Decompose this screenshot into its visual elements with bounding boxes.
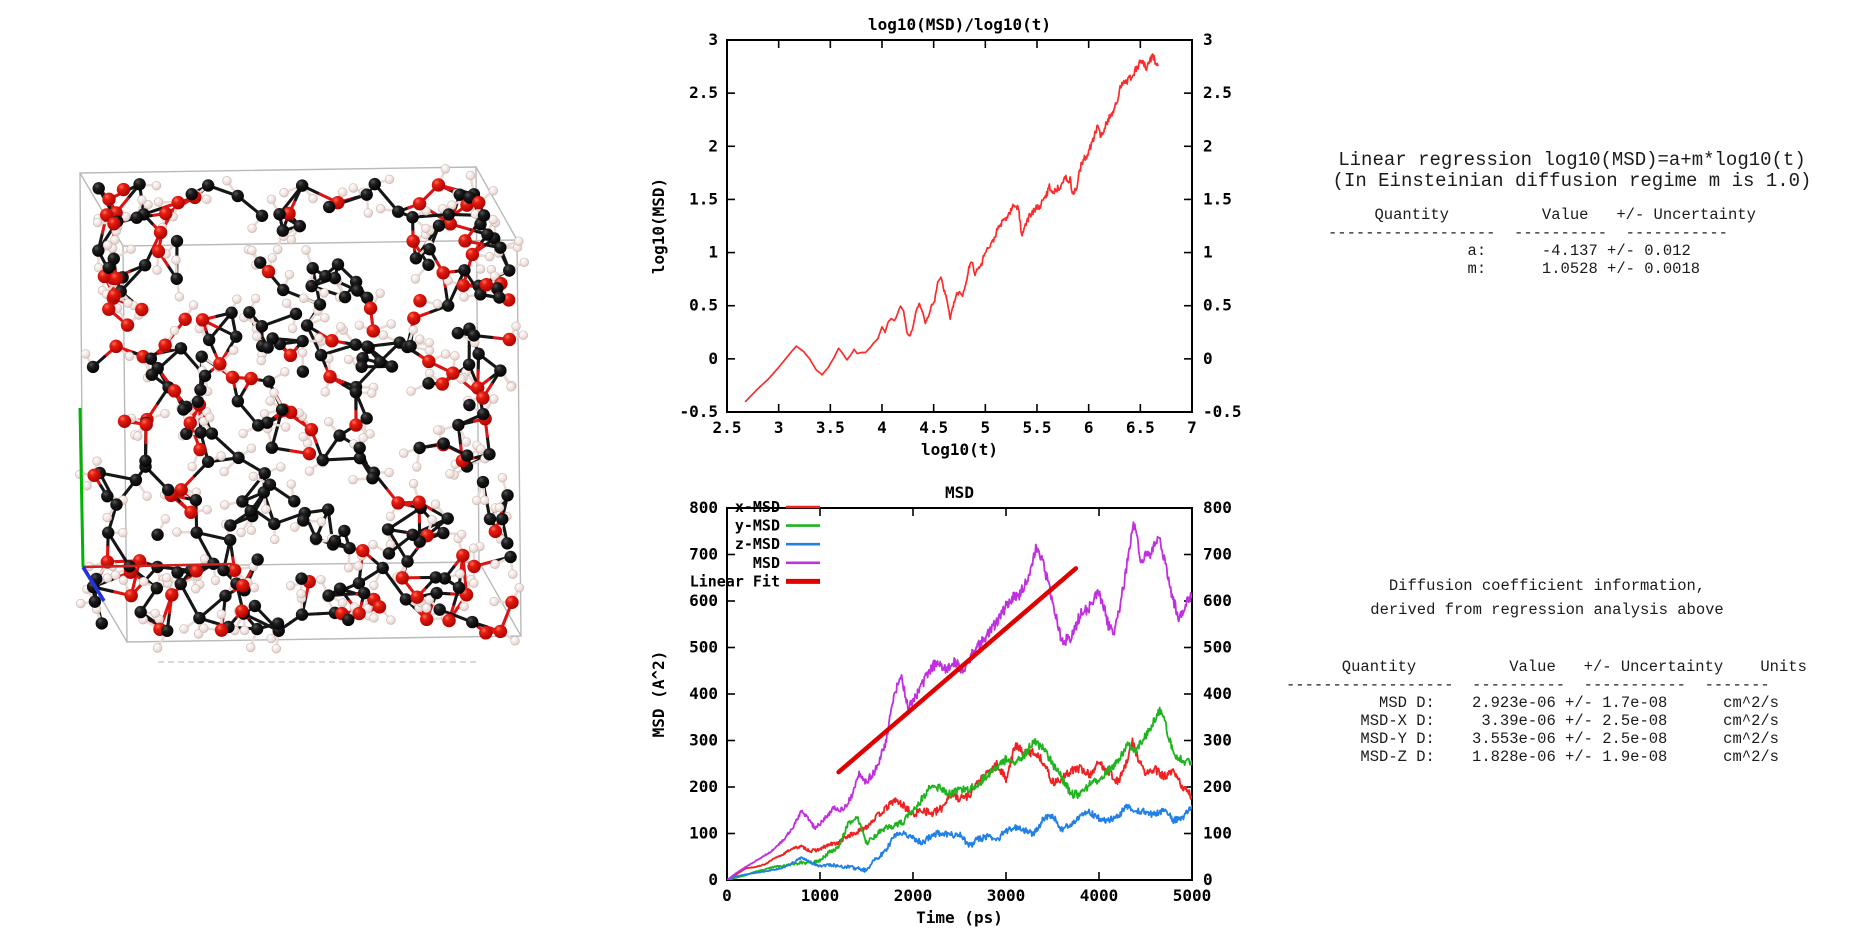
svg-text:0.5: 0.5: [1203, 296, 1232, 315]
svg-text:100: 100: [689, 824, 718, 843]
svg-text:y-MSD: y-MSD: [735, 517, 780, 535]
svg-text:2: 2: [708, 136, 718, 155]
svg-text:800: 800: [1203, 498, 1232, 517]
svg-text:log10(MSD)/log10(t): log10(MSD)/log10(t): [868, 15, 1051, 34]
svg-text:200: 200: [689, 777, 718, 796]
svg-text:700: 700: [1203, 545, 1232, 564]
diffusion-results-table: Quantity Value +/- Uncertainty Units ---…: [1286, 658, 1807, 766]
svg-text:5: 5: [981, 418, 991, 437]
svg-text:1: 1: [1203, 243, 1213, 262]
svg-text:2: 2: [1203, 136, 1213, 155]
molecule-snapshot: [75, 164, 530, 654]
svg-text:4.5: 4.5: [919, 418, 948, 437]
svg-text:Linear Fit: Linear Fit: [690, 572, 780, 590]
loglog-msd-chart: 2.5 3 3.5 4 4.5 5 5.5 6 6.5 7 -0.5 -0.5 0 0 0.5 0.5 1 1 1.…: [650, 15, 1242, 459]
svg-text:500: 500: [689, 638, 718, 657]
svg-text:-0.5: -0.5: [1203, 402, 1242, 421]
svg-text:1.5: 1.5: [689, 189, 718, 208]
regression-results-table: Quantity Value +/- Uncertainty ---------…: [1328, 206, 1756, 278]
svg-text:2.5: 2.5: [1203, 83, 1232, 102]
svg-text:log10(MSD): log10(MSD): [650, 178, 668, 274]
svg-text:700: 700: [689, 545, 718, 564]
svg-text:2000: 2000: [894, 886, 933, 905]
regression-panel-title: Linear regression log10(MSD)=a+m*log10(t…: [1332, 149, 1812, 192]
svg-text:400: 400: [1203, 684, 1232, 703]
svg-text:0: 0: [708, 870, 718, 889]
svg-text:0.5: 0.5: [689, 296, 718, 315]
svg-text:300: 300: [689, 731, 718, 750]
svg-text:0: 0: [1203, 349, 1213, 368]
svg-text:300: 300: [1203, 731, 1232, 750]
svg-text:6: 6: [1084, 418, 1094, 437]
svg-text:800: 800: [689, 498, 718, 517]
svg-text:x-MSD: x-MSD: [735, 498, 780, 516]
svg-text:3: 3: [708, 30, 718, 49]
svg-text:MSD: MSD: [945, 483, 974, 502]
svg-text:3: 3: [1203, 30, 1213, 49]
svg-text:MSD (A^2): MSD (A^2): [650, 651, 668, 738]
svg-text:4000: 4000: [1080, 886, 1119, 905]
svg-text:7: 7: [1187, 418, 1197, 437]
svg-text:1000: 1000: [801, 886, 840, 905]
svg-text:1: 1: [708, 243, 718, 262]
svg-text:0: 0: [1203, 870, 1213, 889]
svg-text:z-MSD: z-MSD: [735, 535, 780, 553]
svg-text:2.5: 2.5: [689, 83, 718, 102]
svg-text:-0.5: -0.5: [679, 402, 718, 421]
svg-text:0: 0: [722, 886, 732, 905]
svg-text:log10(t): log10(t): [921, 440, 998, 459]
svg-text:600: 600: [1203, 591, 1232, 610]
svg-text:3000: 3000: [987, 886, 1026, 905]
svg-text:Time (ps): Time (ps): [916, 908, 1003, 927]
svg-text:4: 4: [877, 418, 887, 437]
svg-text:3: 3: [774, 418, 784, 437]
svg-text:500: 500: [1203, 638, 1232, 657]
molecule-caption-marks: [158, 661, 476, 663]
svg-text:2.5: 2.5: [713, 418, 742, 437]
diffusion-panel-title: Diffusion coefficient information, deriv…: [1370, 577, 1724, 619]
svg-text:5000: 5000: [1173, 886, 1212, 905]
svg-text:MSD: MSD: [753, 554, 780, 572]
svg-text:100: 100: [1203, 824, 1232, 843]
svg-text:400: 400: [689, 684, 718, 703]
svg-text:6.5: 6.5: [1126, 418, 1155, 437]
svg-text:200: 200: [1203, 777, 1232, 796]
svg-text:1.5: 1.5: [1203, 189, 1232, 208]
svg-text:5.5: 5.5: [1023, 418, 1052, 437]
svg-text:3.5: 3.5: [816, 418, 845, 437]
svg-text:600: 600: [689, 591, 718, 610]
svg-text:0: 0: [708, 349, 718, 368]
